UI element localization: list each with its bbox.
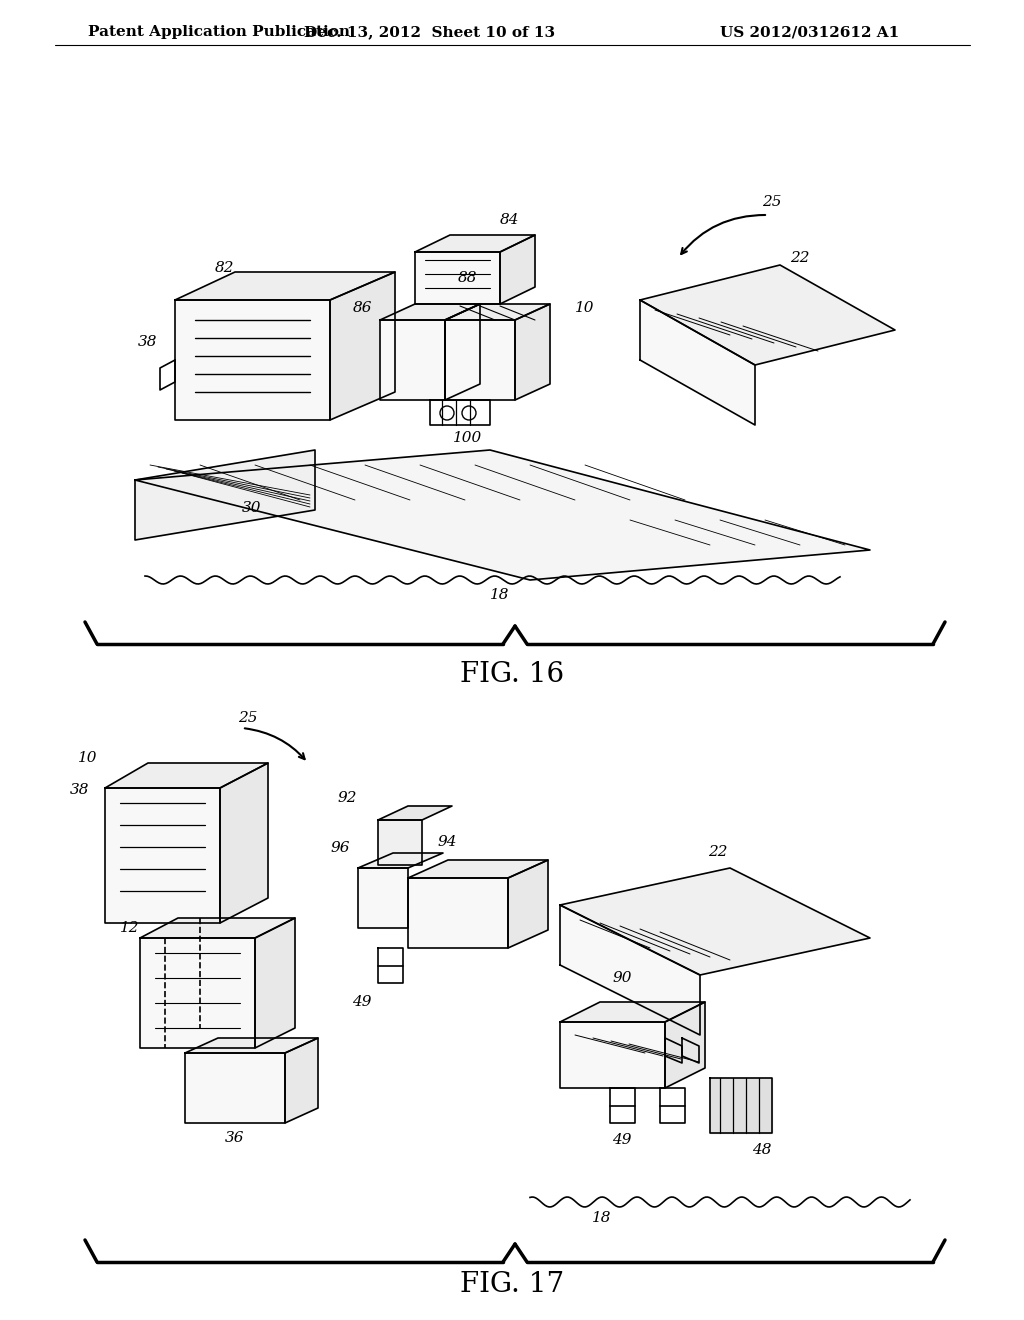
Text: 88: 88: [459, 271, 478, 285]
Polygon shape: [640, 265, 895, 366]
Polygon shape: [175, 272, 395, 300]
Polygon shape: [445, 304, 550, 319]
Text: 22: 22: [709, 845, 728, 859]
Polygon shape: [710, 1078, 772, 1133]
Text: 92: 92: [337, 791, 356, 805]
Polygon shape: [408, 861, 548, 878]
Text: 38: 38: [71, 783, 90, 797]
Polygon shape: [185, 1038, 318, 1053]
Text: 10: 10: [575, 301, 595, 315]
Polygon shape: [220, 763, 268, 923]
Text: 96: 96: [331, 841, 350, 855]
Text: 10: 10: [78, 751, 97, 766]
Text: 90: 90: [612, 972, 632, 985]
Text: 18: 18: [592, 1210, 611, 1225]
Text: Dec. 13, 2012  Sheet 10 of 13: Dec. 13, 2012 Sheet 10 of 13: [304, 25, 556, 40]
Polygon shape: [508, 861, 548, 948]
Polygon shape: [330, 272, 395, 420]
Text: 100: 100: [454, 432, 482, 445]
Text: 12: 12: [120, 921, 139, 935]
Text: 86: 86: [353, 301, 373, 315]
Text: 38: 38: [138, 335, 158, 348]
Polygon shape: [358, 869, 408, 928]
Text: US 2012/0312612 A1: US 2012/0312612 A1: [720, 25, 899, 40]
Polygon shape: [560, 906, 700, 1035]
Text: 25: 25: [239, 711, 258, 725]
Polygon shape: [380, 319, 445, 400]
Polygon shape: [408, 878, 508, 948]
Polygon shape: [445, 319, 515, 400]
Polygon shape: [185, 1053, 285, 1123]
Polygon shape: [175, 300, 330, 420]
Text: 49: 49: [612, 1133, 632, 1147]
Polygon shape: [378, 807, 452, 820]
Polygon shape: [135, 450, 870, 579]
Text: 25: 25: [762, 195, 781, 209]
Polygon shape: [445, 304, 480, 400]
Polygon shape: [255, 917, 295, 1048]
Text: 48: 48: [753, 1143, 772, 1158]
Polygon shape: [140, 917, 295, 939]
Polygon shape: [285, 1038, 318, 1123]
Polygon shape: [640, 300, 755, 425]
Polygon shape: [560, 869, 870, 975]
Text: 22: 22: [791, 251, 810, 265]
Text: 18: 18: [490, 587, 510, 602]
Polygon shape: [415, 235, 535, 252]
Text: 49: 49: [352, 995, 372, 1008]
Polygon shape: [560, 1002, 705, 1022]
Polygon shape: [515, 304, 550, 400]
Text: 84: 84: [501, 213, 520, 227]
Polygon shape: [560, 1022, 665, 1088]
Polygon shape: [415, 252, 500, 304]
Polygon shape: [500, 235, 535, 304]
Polygon shape: [378, 820, 422, 865]
Text: 30: 30: [243, 502, 262, 515]
Polygon shape: [140, 939, 255, 1048]
Text: 82: 82: [215, 261, 234, 275]
Polygon shape: [135, 450, 315, 540]
Polygon shape: [105, 788, 220, 923]
Text: 94: 94: [437, 836, 457, 849]
Polygon shape: [358, 853, 443, 869]
Polygon shape: [665, 1002, 705, 1088]
Polygon shape: [105, 763, 268, 788]
Text: 36: 36: [225, 1131, 245, 1144]
Text: FIG. 16: FIG. 16: [460, 660, 564, 688]
Polygon shape: [380, 304, 480, 319]
Text: FIG. 17: FIG. 17: [460, 1270, 564, 1298]
Text: Patent Application Publication: Patent Application Publication: [88, 25, 350, 40]
